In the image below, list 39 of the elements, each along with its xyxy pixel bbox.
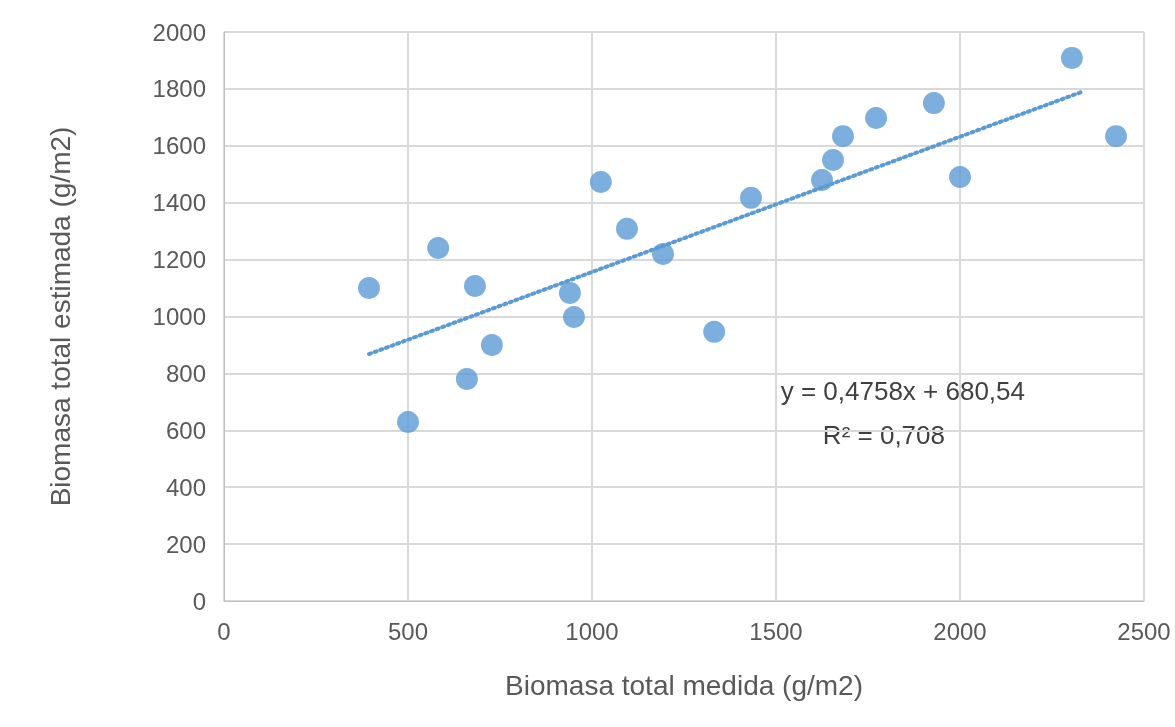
- point: [740, 186, 762, 209]
- point: [589, 170, 612, 193]
- x-tick-label: 2500: [1117, 617, 1171, 645]
- y-tick-label: 1200: [152, 246, 206, 274]
- y-tick-label: 1600: [152, 132, 206, 160]
- point: [922, 92, 945, 115]
- point: [397, 411, 419, 434]
- point: [1105, 125, 1128, 148]
- y-tick-label: 800: [165, 359, 206, 387]
- y-tick-label: 400: [165, 473, 206, 501]
- y-tick-label: 200: [165, 530, 206, 558]
- point: [615, 217, 638, 240]
- x-tick-label: 1500: [749, 617, 803, 645]
- point: [703, 320, 726, 343]
- y-tick-label: 2000: [152, 18, 206, 46]
- point: [832, 125, 854, 148]
- x-tick-label: 0: [217, 617, 231, 645]
- point: [558, 281, 581, 304]
- point: [427, 236, 450, 259]
- x-tick-label: 500: [387, 617, 429, 645]
- y-tick-label: 600: [165, 416, 206, 444]
- point: [562, 306, 585, 329]
- point: [822, 149, 845, 172]
- point: [865, 106, 888, 129]
- point: [480, 333, 503, 356]
- y-tick-label: 1000: [152, 303, 206, 330]
- x-tick-label: 2000: [933, 617, 987, 645]
- annotation: y = 0,4758x + 680,54: [780, 376, 1025, 406]
- y-tick-label: 1400: [152, 189, 206, 217]
- point: [1060, 46, 1083, 69]
- y-tick-label: 1800: [152, 75, 206, 103]
- point: [455, 368, 478, 391]
- y-axis-title: Biomasa total estimada (g/m2): [44, 126, 76, 507]
- point: [358, 277, 380, 300]
- point: [464, 275, 486, 298]
- point: [949, 166, 971, 189]
- y-tick-label: 0: [192, 587, 206, 615]
- x-axis-title: Biomasa total medida (g/m2): [505, 669, 863, 701]
- x-tick-label: 1000: [565, 617, 619, 645]
